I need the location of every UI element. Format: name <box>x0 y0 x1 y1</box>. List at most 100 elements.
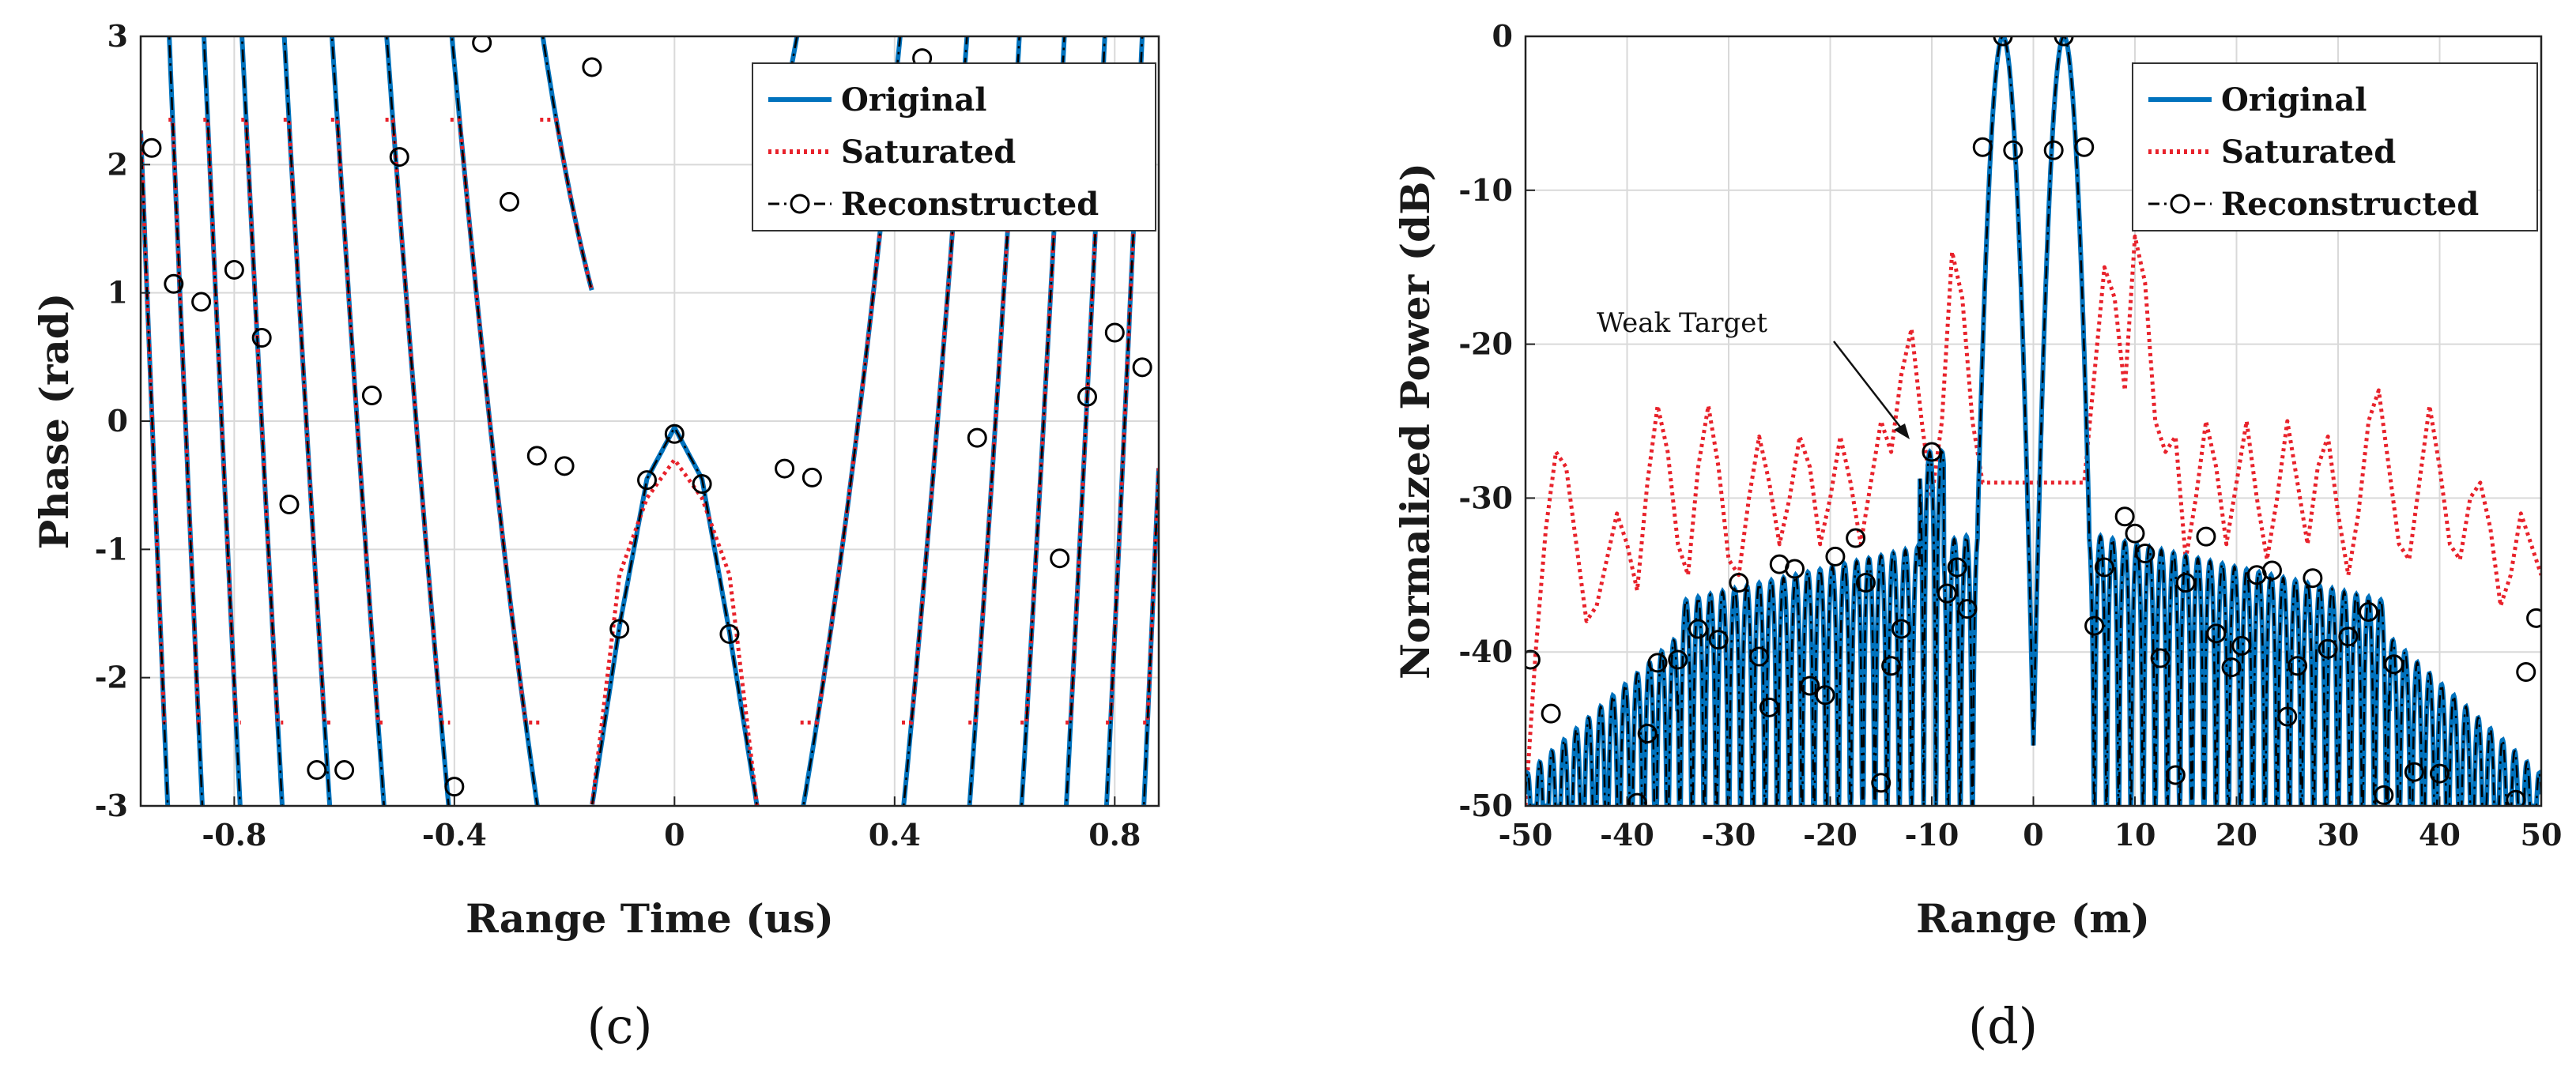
reconstructed-marker <box>2135 544 2155 564</box>
reconstructed-marker <box>2125 523 2145 544</box>
reconstructed-marker <box>719 623 740 644</box>
reconstructed-marker <box>1993 36 2013 47</box>
reconstructed-marker <box>2359 602 2379 623</box>
reconstructed-marker <box>1891 619 1911 639</box>
tick-labels-d: -50 -40 -30 -20 -10 0 10 20 30 40 50 0 -10 -20 -30 -40 -… <box>1458 18 2562 853</box>
reconstructed-marker <box>389 147 409 168</box>
reconstructed-marker <box>526 446 547 466</box>
reconstructed-marker <box>2175 573 2196 593</box>
reconstructed-marker <box>1132 357 1152 378</box>
reconstructed-marker <box>2430 763 2450 784</box>
reconstructed-marker <box>1846 528 1866 548</box>
reconstructed-marker <box>967 427 987 448</box>
annotation-arrow <box>1833 341 1906 434</box>
reconstructed-marker <box>2150 648 2171 668</box>
x-tick-label: 0.4 <box>869 817 921 853</box>
legend-marker-reconstructed-c <box>790 194 810 214</box>
x-tick-label: 50 <box>2521 817 2563 853</box>
x-tick-label: 10 <box>2114 817 2156 853</box>
reconstructed-marker <box>2277 706 2298 727</box>
reconstructed-marker <box>307 760 327 781</box>
reconstructed-marker <box>1855 573 1876 593</box>
reconstructed-markers-d <box>1526 36 2541 806</box>
reconstructed-marker <box>2094 557 2114 578</box>
reconstructed-marker <box>1957 599 1978 619</box>
y-tick-label: -10 <box>1458 172 1513 208</box>
reconstructed-marker <box>2196 526 2216 547</box>
reconstructed-marker <box>2318 638 2338 659</box>
reconstructed-marker <box>2084 615 2105 636</box>
tick-labels-c: -0.8 -0.4 0 0.4 0.8 3 2 1 0 -1 -2 -3 <box>95 18 1141 853</box>
reconstructed-marker <box>2287 656 2308 676</box>
reconstructed-marker <box>2506 789 2526 806</box>
reconstructed-marker <box>2043 140 2064 160</box>
legend-label-reconstructed-c: Reconstructed <box>841 186 1099 223</box>
reconstructed-marker <box>2221 657 2242 678</box>
reconstructed-marker <box>251 327 272 348</box>
reconstructed-marker <box>2384 654 2404 675</box>
reconstructed-markers-c <box>141 36 1152 797</box>
reconstructed-marker <box>2303 568 2323 589</box>
reconstructed-marker <box>664 423 685 444</box>
series-lines-d <box>1526 36 2541 806</box>
reconstructed-marker <box>1627 792 1647 806</box>
y-tick-label: 2 <box>107 146 128 182</box>
legend-label-saturated-c: Saturated <box>841 134 1016 171</box>
annotation-weak-target: Weak Target <box>1597 307 1767 339</box>
reconstructed-marker <box>1947 557 1967 578</box>
x-tick-label: -50 <box>1499 817 1553 853</box>
y-tick-label: -50 <box>1458 788 1513 823</box>
reconstructed-marker <box>472 36 492 53</box>
reconstructed-marker <box>499 191 519 212</box>
reconstructed-marker <box>2404 762 2424 782</box>
x-tick-label: 40 <box>2419 817 2461 853</box>
y-axis-label-c: Phase (rad) <box>31 293 77 550</box>
caption-d: (d) <box>1968 997 2038 1055</box>
x-tick-label: 0 <box>664 817 685 853</box>
reconstructed-marker <box>1871 773 1891 793</box>
reconstructed-marker <box>637 470 658 491</box>
reconstructed-marker <box>1785 559 1805 579</box>
reconstructed-marker <box>1922 442 1942 462</box>
x-tick-label: -0.4 <box>422 817 487 853</box>
y-tick-label: -20 <box>1458 326 1513 362</box>
x-tick-label: 20 <box>2216 817 2257 853</box>
reconstructed-marker <box>1668 649 1688 670</box>
series-line-saturated-d <box>1526 234 2541 806</box>
x-tick-label: -0.8 <box>202 817 266 853</box>
reconstructed-marker <box>2165 765 2186 785</box>
y-tick-label: -40 <box>1458 634 1513 669</box>
reconstructed-marker <box>1050 548 1070 569</box>
reconstructed-marker <box>164 273 184 294</box>
reconstructed-marker <box>191 292 212 312</box>
reconstructed-marker <box>1688 619 1708 639</box>
y-tick-label: -30 <box>1458 480 1513 515</box>
x-axis-label-c: Range Time (us) <box>466 895 834 942</box>
weak-target-annotation: Weak Target <box>1597 307 1910 439</box>
reconstructed-marker <box>334 760 355 781</box>
x-tick-label: -10 <box>1905 817 1959 853</box>
reconstructed-marker <box>2003 140 2023 160</box>
legend-label-saturated-d: Saturated <box>2221 134 2396 171</box>
reconstructed-marker <box>1825 546 1846 566</box>
legend-label-original-d: Original <box>2221 81 2367 119</box>
series-line-reconstructed-d <box>1526 36 2541 806</box>
reconstructed-marker <box>609 619 630 639</box>
x-tick-label: -30 <box>1702 817 1756 853</box>
reconstructed-marker <box>2231 635 2252 656</box>
y-tick-label: 1 <box>107 275 128 311</box>
reconstructed-marker <box>1937 583 1957 604</box>
annotation-arrowhead <box>1894 423 1910 439</box>
x-tick-label: 30 <box>2318 817 2359 853</box>
reconstructed-marker <box>224 259 244 280</box>
y-tick-label: 3 <box>107 18 128 54</box>
reconstructed-marker <box>1972 137 1993 157</box>
caption-c: (c) <box>586 997 652 1055</box>
reconstructed-marker <box>2374 785 2394 805</box>
reconstructed-marker <box>582 57 602 77</box>
reconstructed-marker <box>775 458 795 479</box>
reconstructed-marker <box>1637 723 1658 743</box>
legend-marker-reconstructed-d <box>2170 194 2190 214</box>
y-axis-label-d: Normalized Power (dB) <box>1392 163 1439 679</box>
reconstructed-marker <box>1104 322 1125 343</box>
